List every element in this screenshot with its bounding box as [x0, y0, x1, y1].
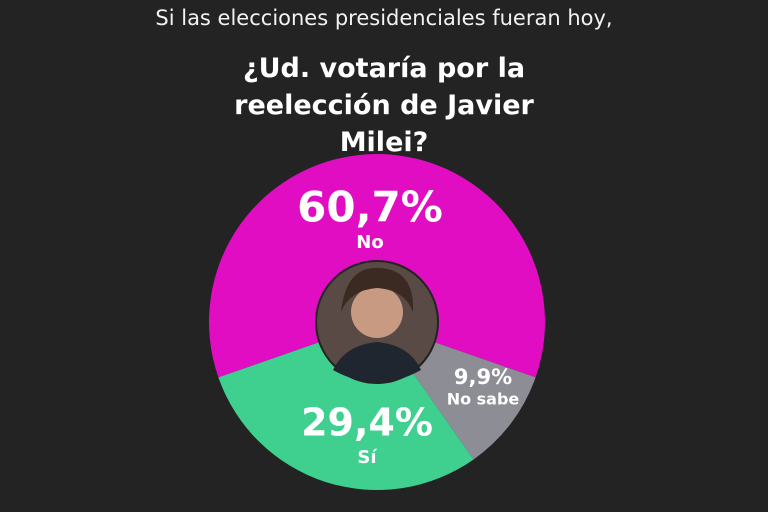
value-label: 9,9%: [454, 365, 512, 389]
slice: [412, 342, 536, 460]
portrait-suit: [333, 342, 421, 382]
slices: [209, 154, 545, 490]
category-label: No sabe: [447, 390, 520, 409]
labels: 60,7%No 9,9%No sabe 29,4%Sí: [297, 183, 519, 469]
slice: [209, 154, 545, 378]
category-label: No: [356, 232, 383, 253]
portrait-face: [351, 286, 403, 338]
value-label: 60,7%: [297, 183, 443, 232]
slice: [218, 342, 474, 490]
chart-subtitle: ¿Ud. votaría por la reelección de Javier…: [234, 53, 534, 158]
portrait-hair: [341, 267, 414, 312]
chart-title: Si las elecciones presidenciales fueran …: [155, 6, 613, 30]
category-label: Sí: [357, 447, 377, 468]
value-label: 29,4%: [301, 401, 433, 445]
